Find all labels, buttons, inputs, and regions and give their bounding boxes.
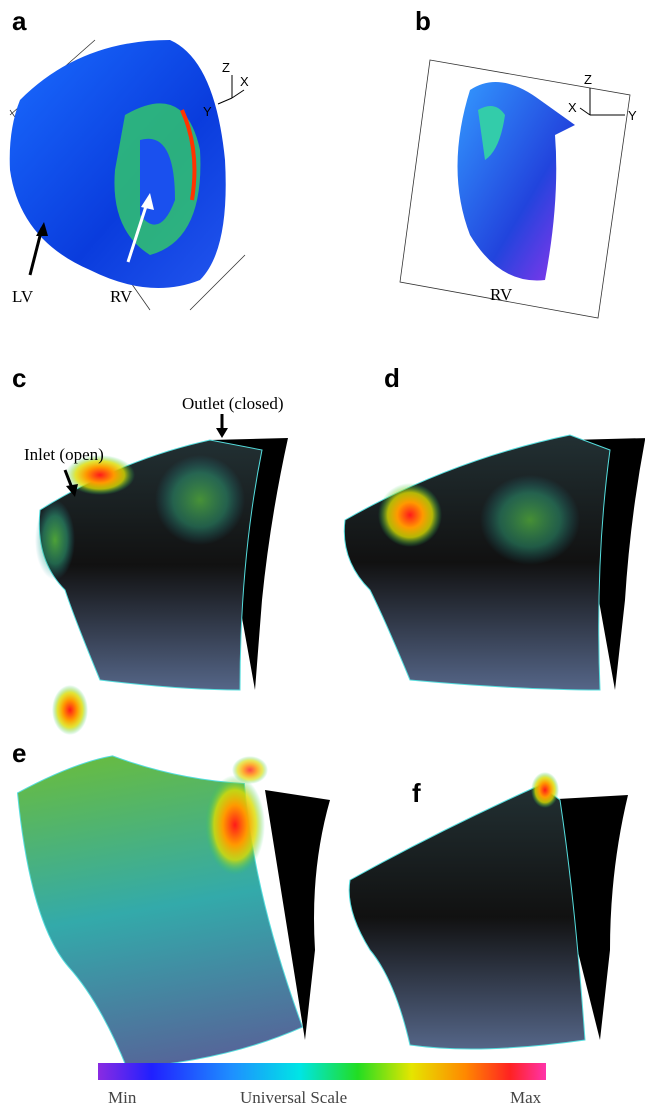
hotspot <box>531 772 559 808</box>
scale-min: Min <box>108 1088 137 1107</box>
annotation: Inlet (open) <box>24 445 104 464</box>
annotation: RV <box>490 285 513 304</box>
panel-label: d <box>384 363 400 393</box>
axis-label: X <box>240 74 249 89</box>
annotation: Outlet (closed) <box>182 394 284 413</box>
hotspot <box>52 685 88 735</box>
axis-label: X <box>568 100 577 115</box>
scale-title: Universal Scale <box>240 1088 347 1107</box>
hotspot <box>378 483 442 547</box>
axis-triad <box>580 88 625 115</box>
flow-field <box>349 785 585 1049</box>
vortex <box>35 500 75 580</box>
panel-label: e <box>12 738 26 768</box>
figure: a LV RV Z Y X b RV Z X Y c Outlet (close… <box>0 0 645 1111</box>
panel-label: f <box>412 778 421 808</box>
axis-label: Y <box>628 108 637 123</box>
vortex <box>480 475 580 565</box>
annotation: RV <box>110 287 133 306</box>
annotation: LV <box>12 287 34 306</box>
heart-model <box>458 82 576 280</box>
color-scale <box>98 1063 546 1080</box>
arrow-head <box>216 428 228 438</box>
hotspot <box>205 775 265 875</box>
flow-field <box>344 435 610 690</box>
hotspot <box>232 756 268 784</box>
panel-label: a <box>12 6 27 36</box>
axis-label: Y <box>203 104 212 119</box>
vortex <box>155 455 245 545</box>
scale-max: Max <box>510 1088 542 1107</box>
axis-label: Z <box>222 60 230 75</box>
panel-label: c <box>12 363 26 393</box>
axis-label: Z <box>584 72 592 87</box>
flow-field <box>12 732 305 1083</box>
panel-label: b <box>415 6 431 36</box>
